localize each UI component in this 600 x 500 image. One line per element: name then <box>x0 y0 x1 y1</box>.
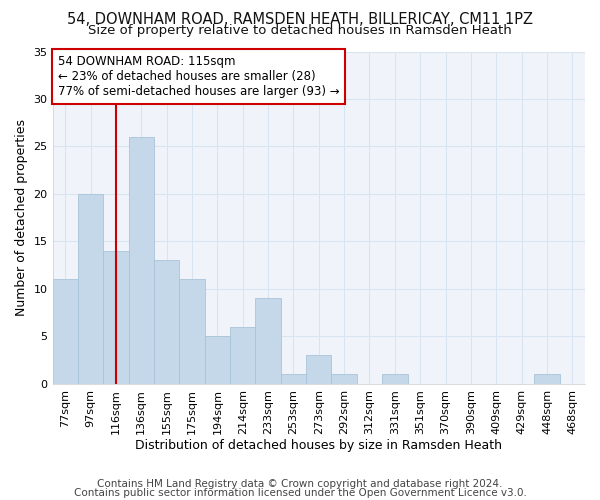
Text: Size of property relative to detached houses in Ramsden Heath: Size of property relative to detached ho… <box>88 24 512 37</box>
Text: Contains HM Land Registry data © Crown copyright and database right 2024.: Contains HM Land Registry data © Crown c… <box>97 479 503 489</box>
X-axis label: Distribution of detached houses by size in Ramsden Heath: Distribution of detached houses by size … <box>135 440 502 452</box>
Bar <box>534 374 560 384</box>
Bar <box>331 374 357 384</box>
Bar <box>53 280 78 384</box>
Text: 54, DOWNHAM ROAD, RAMSDEN HEATH, BILLERICAY, CM11 1PZ: 54, DOWNHAM ROAD, RAMSDEN HEATH, BILLERI… <box>67 12 533 28</box>
Bar <box>179 280 205 384</box>
Bar <box>281 374 306 384</box>
Bar <box>78 194 103 384</box>
Bar <box>205 336 230 384</box>
Bar <box>382 374 407 384</box>
Bar <box>103 251 128 384</box>
Y-axis label: Number of detached properties: Number of detached properties <box>15 119 28 316</box>
Bar <box>306 356 331 384</box>
Bar <box>230 327 256 384</box>
Bar <box>128 137 154 384</box>
Bar <box>256 298 281 384</box>
Text: Contains public sector information licensed under the Open Government Licence v3: Contains public sector information licen… <box>74 488 526 498</box>
Bar <box>154 260 179 384</box>
Text: 54 DOWNHAM ROAD: 115sqm
← 23% of detached houses are smaller (28)
77% of semi-de: 54 DOWNHAM ROAD: 115sqm ← 23% of detache… <box>58 55 340 98</box>
